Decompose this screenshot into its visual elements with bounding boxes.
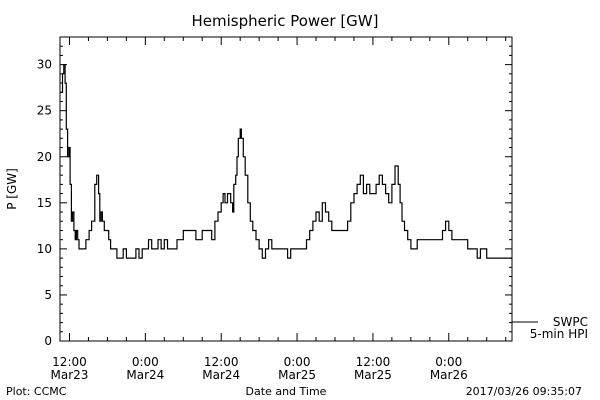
x-tick-label-time: 0:00 [284, 355, 311, 369]
x-axis-label: Date and Time [246, 385, 327, 398]
footer-plot-credit: Plot: CCMC [6, 385, 67, 398]
series-line-hpi [60, 63, 512, 259]
x-tick-label-date: Mar25 [354, 368, 392, 382]
x-axis: 12:00Mar230:00Mar2412:00Mar240:00Mar2512… [51, 37, 507, 382]
x-tick-label-time: 0:00 [132, 355, 159, 369]
y-tick-label: 5 [44, 288, 52, 302]
y-tick-label: 10 [37, 242, 52, 256]
x-tick-label-time: 12:00 [356, 355, 391, 369]
chart-title: Hemispheric Power [GW] [192, 12, 379, 30]
y-tick-label: 20 [37, 150, 52, 164]
y-tick-label: 30 [37, 58, 52, 72]
x-tick-label-date: Mar26 [430, 368, 468, 382]
x-tick-label-date: Mar24 [126, 368, 164, 382]
x-tick-label-date: Mar23 [51, 368, 89, 382]
legend: SWPC 5-min HPI [512, 315, 588, 341]
y-tick-label: 0 [44, 334, 52, 348]
x-tick-label-time: 12:00 [52, 355, 87, 369]
x-tick-label-time: 0:00 [435, 355, 462, 369]
y-axis-label: P [GW] [5, 168, 19, 210]
legend-label-hpi: 5-min HPI [530, 327, 588, 341]
x-tick-label-date: Mar24 [202, 368, 240, 382]
plot-frame [59, 36, 513, 342]
legend-label-swpc: SWPC [553, 315, 588, 329]
footer-timestamp: 2017/03/26 09:35:07 [466, 385, 582, 398]
x-tick-label-date: Mar25 [278, 368, 316, 382]
x-tick-label-time: 12:00 [204, 355, 239, 369]
y-tick-label: 25 [37, 104, 52, 118]
y-axis: 0 5 10 15 20 25 30 [37, 36, 512, 348]
y-tick-label: 15 [37, 196, 52, 210]
